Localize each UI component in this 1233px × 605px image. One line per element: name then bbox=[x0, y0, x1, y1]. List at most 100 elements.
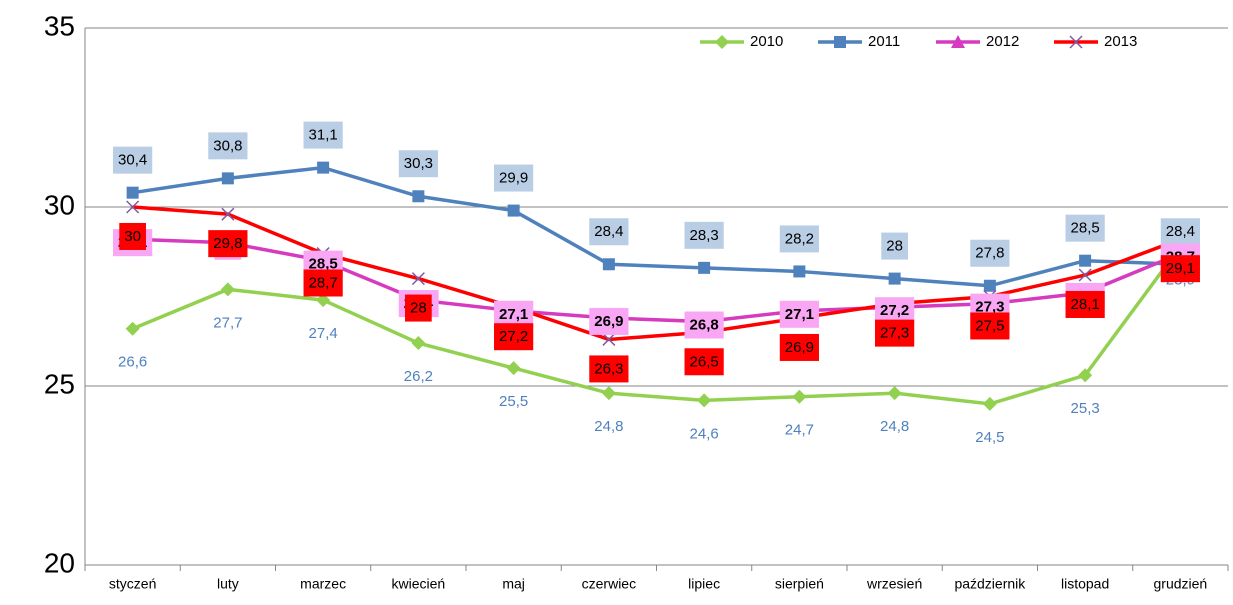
data-label-bg bbox=[1065, 290, 1105, 318]
legend-label: 2013 bbox=[1104, 33, 1137, 50]
data-label-text: 27,5 bbox=[975, 317, 1004, 334]
data-label-text: 30,3 bbox=[404, 155, 433, 172]
data-label-bg bbox=[1065, 214, 1105, 242]
data-label: 27,7 bbox=[213, 314, 242, 331]
data-label: 24,5 bbox=[975, 429, 1004, 446]
marker bbox=[1079, 254, 1092, 267]
data-label-bg bbox=[875, 319, 915, 347]
data-label-bg bbox=[113, 146, 153, 174]
data-label-text: 27,8 bbox=[975, 245, 1004, 262]
data-label-text: 30,4 bbox=[118, 152, 147, 169]
data-label-bg bbox=[494, 323, 534, 351]
x-tick-label: lipiec bbox=[688, 576, 720, 592]
data-label-bg bbox=[303, 269, 343, 297]
data-label: 28,4 bbox=[1160, 218, 1200, 246]
series-line bbox=[132, 237, 1182, 324]
data-label: 26,2 bbox=[404, 368, 433, 385]
legend-label: 2010 bbox=[750, 33, 783, 50]
marker bbox=[506, 361, 521, 376]
x-tick-label: styczeń bbox=[109, 576, 156, 592]
data-label-text: 26,6 bbox=[118, 354, 147, 371]
data-label-bg bbox=[589, 355, 629, 383]
marker bbox=[316, 293, 331, 308]
data-label-bg bbox=[589, 307, 629, 335]
data-label-text: 27,3 bbox=[880, 325, 909, 342]
data-label-text: 28,7 bbox=[309, 275, 338, 292]
y-tick-label: 20 bbox=[44, 547, 75, 578]
data-label: 29,9 bbox=[494, 164, 534, 192]
lines bbox=[131, 165, 1182, 406]
data-label-text: 27,1 bbox=[499, 306, 528, 323]
y-tick-label: 25 bbox=[44, 368, 75, 399]
x-tick-label: wrzesień bbox=[866, 576, 922, 592]
data-label: 27,8 bbox=[970, 239, 1010, 267]
data-label: 26,5 bbox=[684, 348, 724, 376]
data-label-text: 27,4 bbox=[309, 325, 338, 342]
data-label: 29,1 bbox=[1160, 255, 1200, 283]
x-tick-label: sierpień bbox=[775, 576, 824, 592]
marker bbox=[982, 396, 997, 411]
marker bbox=[411, 336, 426, 351]
data-label: 28,4 bbox=[589, 218, 629, 246]
data-label: 28 bbox=[405, 294, 432, 322]
marker bbox=[317, 161, 330, 174]
x-tick-label: czerwiec bbox=[582, 576, 636, 592]
data-label-text: 31,1 bbox=[309, 127, 338, 144]
data-label-bg bbox=[494, 164, 534, 192]
data-label: 28,3 bbox=[684, 221, 724, 249]
data-label-text: 26,2 bbox=[404, 368, 433, 385]
data-label: 28,1 bbox=[1065, 290, 1105, 318]
marker bbox=[697, 393, 712, 408]
series-line bbox=[131, 245, 1182, 406]
data-label-text: 28,5 bbox=[309, 256, 338, 273]
data-label-bg bbox=[779, 225, 819, 253]
marker bbox=[1069, 35, 1083, 49]
data-label-text: 28,2 bbox=[785, 230, 814, 247]
data-label: 30,4 bbox=[113, 146, 153, 174]
marker bbox=[507, 204, 520, 217]
marker bbox=[951, 35, 965, 48]
data-label: 28,7 bbox=[303, 269, 343, 297]
data-label: 30,8 bbox=[208, 132, 248, 160]
marker bbox=[125, 321, 140, 336]
data-label: 29,8 bbox=[208, 230, 248, 258]
data-label-text: 24,8 bbox=[880, 418, 909, 435]
data-label-text: 29,8 bbox=[213, 235, 242, 252]
marker bbox=[715, 35, 729, 49]
marker bbox=[601, 386, 616, 401]
data-label: 31,1 bbox=[303, 121, 343, 149]
x-tick-label: listopad bbox=[1061, 576, 1109, 592]
marker bbox=[221, 172, 234, 185]
data-label: 24,7 bbox=[785, 422, 814, 439]
data-label-text: 26,5 bbox=[690, 353, 719, 370]
data-label-text: 27,2 bbox=[880, 302, 909, 319]
data-label: 24,8 bbox=[594, 418, 623, 435]
data-label-text: 24,6 bbox=[690, 425, 719, 442]
data-label-text: 29,9 bbox=[499, 170, 528, 187]
data-label-text: 26,9 bbox=[785, 339, 814, 356]
data-label-text: 26,8 bbox=[690, 317, 719, 334]
marker bbox=[221, 207, 235, 221]
data-label: 25,3 bbox=[1071, 400, 1100, 417]
marker bbox=[602, 258, 615, 271]
data-label-bg bbox=[779, 333, 819, 361]
marker bbox=[887, 386, 902, 401]
data-label-bg bbox=[208, 132, 248, 160]
data-label-bg bbox=[119, 222, 146, 250]
x-tick-label: marzec bbox=[300, 576, 346, 592]
data-label: 27,1 bbox=[779, 300, 819, 328]
series-line bbox=[132, 165, 1181, 288]
data-label: 26,3 bbox=[589, 355, 629, 383]
data-label: 27,2 bbox=[494, 323, 534, 351]
y-tick-label: 30 bbox=[44, 189, 75, 220]
data-label: 27,3 bbox=[875, 319, 915, 347]
data-label-bg bbox=[398, 150, 438, 178]
marker bbox=[602, 332, 616, 346]
marker bbox=[834, 36, 846, 48]
data-label: 26,6 bbox=[118, 354, 147, 371]
data-label-bg bbox=[208, 230, 248, 258]
data-label-text: 25,5 bbox=[499, 393, 528, 410]
data-label: 27,5 bbox=[970, 312, 1010, 340]
marker bbox=[888, 272, 901, 285]
data-label: 30 bbox=[119, 222, 146, 250]
